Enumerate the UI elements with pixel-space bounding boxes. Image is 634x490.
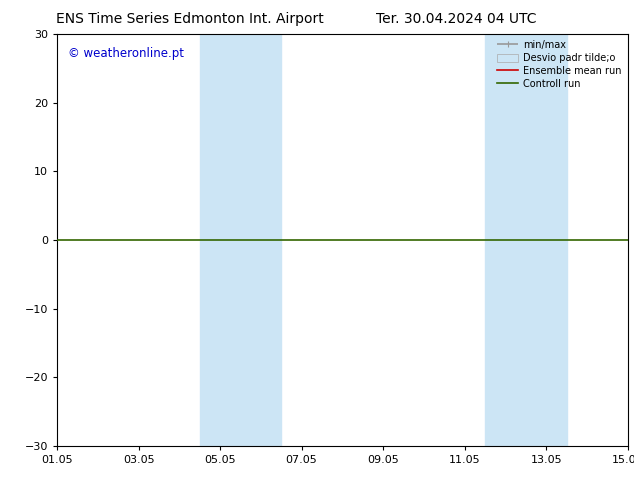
Text: © weatheronline.pt: © weatheronline.pt: [68, 47, 184, 60]
Text: Ter. 30.04.2024 04 UTC: Ter. 30.04.2024 04 UTC: [376, 12, 537, 26]
Bar: [512, 34, 567, 446]
Bar: [227, 34, 281, 446]
Bar: [485, 34, 512, 446]
Bar: [200, 34, 227, 446]
Text: ENS Time Series Edmonton Int. Airport: ENS Time Series Edmonton Int. Airport: [56, 12, 324, 26]
Legend: min/max, Desvio padr tilde;o, Ensemble mean run, Controll run: min/max, Desvio padr tilde;o, Ensemble m…: [493, 36, 626, 93]
